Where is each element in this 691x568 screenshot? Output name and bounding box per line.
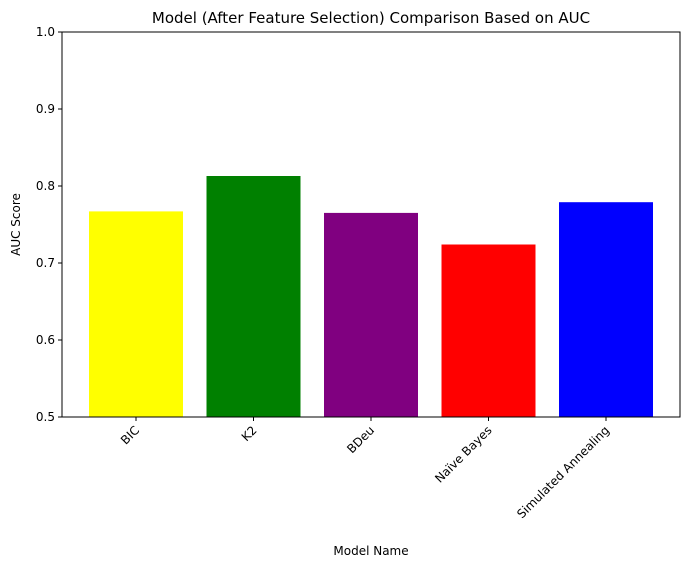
y-tick-label: 1.0 (36, 25, 55, 39)
y-tick-label: 0.5 (36, 410, 55, 424)
y-axis-label: AUC Score (9, 193, 23, 256)
y-tick-label: 0.8 (36, 179, 55, 193)
bar-1 (206, 176, 301, 417)
bar-3 (441, 244, 536, 417)
bars-layer (89, 176, 653, 417)
x-tick-label: BIC (118, 423, 142, 447)
x-tick-label: Naïve Bayes (432, 423, 494, 485)
x-tick-label: K2 (239, 423, 260, 444)
y-tick-label: 0.7 (36, 256, 55, 270)
x-axis-ticks: BIC K2 BDeu Naïve Bayes Simulated Annealing (118, 417, 612, 521)
x-tick-label: BDeu (344, 423, 377, 456)
plot-frame (61, 31, 681, 418)
y-axis-ticks: 0.5 0.6 0.7 0.8 0.9 1.0 (36, 25, 62, 424)
y-tick-label: 0.6 (36, 333, 55, 347)
y-tick-label: 0.9 (36, 102, 55, 116)
x-tick-label: Simulated Annealing (514, 423, 612, 521)
bar-0 (89, 211, 183, 417)
x-axis-label: Model Name (333, 544, 408, 558)
bar-4 (559, 202, 653, 417)
bar-2 (324, 212, 418, 417)
chart-title: Model (After Feature Selection) Comparis… (152, 9, 590, 27)
